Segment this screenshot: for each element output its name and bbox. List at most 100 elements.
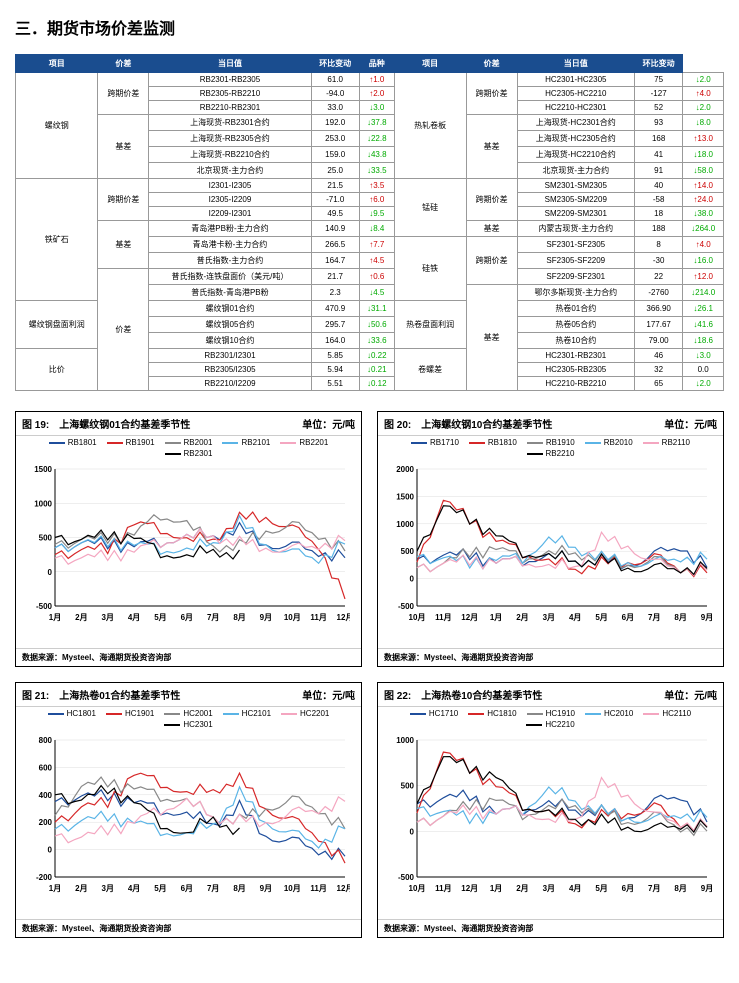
cell: SF2305-SF2209	[517, 253, 634, 269]
cell: 366.90	[634, 301, 682, 317]
cell: 2.3	[311, 285, 359, 301]
legend-item: RB1710	[411, 438, 459, 447]
cell: 比价	[16, 349, 98, 391]
cell: ↑6.0	[359, 193, 394, 207]
cell: 基差	[466, 115, 517, 179]
svg-text:12月: 12月	[337, 884, 350, 893]
cell: ↓22.8	[359, 131, 394, 147]
cell: ↓41.6	[683, 317, 724, 333]
svg-text:-500: -500	[36, 602, 53, 611]
cell: 0.0	[683, 363, 724, 377]
cell: 上海现货-HC2305合约	[517, 131, 634, 147]
cell: ↑12.0	[683, 269, 724, 285]
cell: ↓18.0	[683, 147, 724, 163]
cell: ↓3.0	[359, 101, 394, 115]
legend-item: HC2201	[281, 709, 329, 718]
cell: ↑7.7	[359, 237, 394, 253]
cell: 40	[634, 179, 682, 193]
svg-text:1500: 1500	[34, 465, 52, 474]
svg-text:2000: 2000	[396, 465, 414, 474]
legend-item: HC2110	[643, 709, 691, 718]
cell: 跨期价差	[98, 179, 149, 221]
cell: 91	[634, 163, 682, 179]
cell: ↓43.8	[359, 147, 394, 163]
col-header: 项目	[394, 55, 466, 73]
cell: -30	[634, 253, 682, 269]
cell: ↓0.12	[359, 377, 394, 391]
cell: 188	[634, 221, 682, 237]
legend-item: HC1810	[468, 709, 516, 718]
col-header: 价差	[466, 55, 517, 73]
cell: 159.0	[311, 147, 359, 163]
cell: 上海现货-HC2210合约	[517, 147, 634, 163]
svg-text:1月: 1月	[490, 884, 502, 893]
legend-item: RB1810	[469, 438, 517, 447]
cell: 价差	[98, 269, 149, 391]
cell: 79.00	[634, 333, 682, 349]
legend-item: HC1901	[106, 709, 154, 718]
svg-text:4月: 4月	[569, 613, 581, 622]
col-header: 项目	[16, 55, 98, 73]
cell: ↑4.0	[683, 87, 724, 101]
cell: ↑4.5	[359, 253, 394, 269]
cell: 32	[634, 363, 682, 377]
col-header: 品种	[359, 55, 394, 73]
cell: 140.9	[311, 221, 359, 237]
cell: HC2305-RB2305	[517, 363, 634, 377]
svg-text:10月: 10月	[409, 884, 426, 893]
svg-text:7月: 7月	[648, 613, 660, 622]
cell: 52	[634, 101, 682, 115]
chart-source: 数据来源：Mysteel、海通期货投资咨询部	[16, 919, 361, 937]
cell: ↓58.0	[683, 163, 724, 179]
svg-text:7月: 7月	[207, 613, 219, 622]
cell: SM2301-SM2305	[517, 179, 634, 193]
svg-text:2月: 2月	[75, 613, 87, 622]
svg-text:7月: 7月	[207, 884, 219, 893]
cell: ↑3.5	[359, 179, 394, 193]
cell: ↓33.5	[359, 163, 394, 179]
svg-text:5月: 5月	[154, 884, 166, 893]
svg-text:-500: -500	[398, 602, 415, 611]
cell: 5.51	[311, 377, 359, 391]
svg-text:500: 500	[39, 534, 53, 543]
cell: 热卷盘面利润	[394, 301, 466, 349]
cell: SF2209-SF2301	[517, 269, 634, 285]
cell: HC2210-RB2210	[517, 377, 634, 391]
cell: 内蒙古现货-主力合约	[517, 221, 634, 237]
svg-text:3月: 3月	[543, 884, 555, 893]
svg-text:400: 400	[39, 791, 53, 800]
cell: -127	[634, 87, 682, 101]
cell: 41	[634, 147, 682, 163]
cell: 跨期价差	[466, 237, 517, 285]
svg-text:10月: 10月	[409, 613, 426, 622]
legend-item: HC1710	[410, 709, 458, 718]
cell: SM2305-SM2209	[517, 193, 634, 207]
cell: 卷螺差	[394, 349, 466, 391]
cell: ↑0.6	[359, 269, 394, 285]
cell: ↓8.0	[683, 115, 724, 131]
chart-unit: 单位：元/吨	[664, 416, 717, 431]
legend-item: RB2201	[280, 438, 328, 447]
svg-text:4月: 4月	[128, 884, 140, 893]
legend-item: RB2101	[222, 438, 270, 447]
chart-unit: 单位：元/吨	[302, 416, 355, 431]
col-header: 当日值	[149, 55, 311, 73]
chart-num: 图 19: 上海螺纹钢01合约基差季节性	[22, 416, 190, 431]
chart-num: 图 21: 上海热卷01合约基差季节性	[22, 687, 180, 702]
svg-text:8月: 8月	[674, 613, 686, 622]
cell: ↓0.22	[359, 349, 394, 363]
cell: I2209-I2301	[149, 207, 311, 221]
cell: 49.5	[311, 207, 359, 221]
svg-text:9月: 9月	[260, 613, 272, 622]
cell: ↑4.0	[683, 237, 724, 253]
svg-text:500: 500	[401, 547, 415, 556]
svg-text:3月: 3月	[543, 613, 555, 622]
cell: ↓31.1	[359, 301, 394, 317]
legend-item: HC2301	[164, 720, 212, 729]
cell: 青岛港PB粉-主力合约	[149, 221, 311, 237]
svg-text:500: 500	[401, 782, 415, 791]
cell: 164.0	[311, 333, 359, 349]
chart: 图 19: 上海螺纹钢01合约基差季节性单位：元/吨RB1801RB1901RB…	[15, 411, 362, 667]
cell: 普氏指数-青岛港PB粉	[149, 285, 311, 301]
cell: 基差	[98, 221, 149, 269]
